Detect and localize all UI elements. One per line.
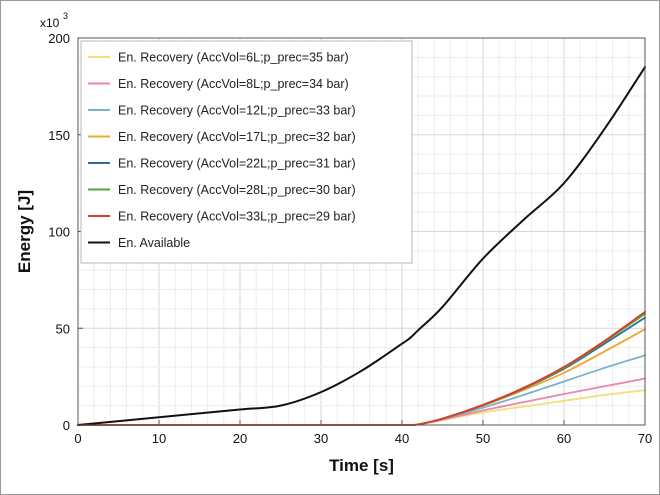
legend-entry: En. Recovery (AccVol=22L;p_prec=31 bar) (118, 157, 356, 171)
legend-entry: En. Recovery (AccVol=28L;p_prec=30 bar) (118, 183, 356, 197)
x-tick-label: 40 (395, 431, 409, 446)
x-tick-label: 10 (152, 431, 166, 446)
legend-entry: En. Recovery (AccVol=12L;p_prec=33 bar) (118, 104, 356, 118)
x-tick-label: 20 (233, 431, 247, 446)
x-tick-label: 30 (314, 431, 328, 446)
y-tick-label: 150 (48, 128, 70, 143)
y-tick-label: 100 (48, 225, 70, 240)
axis-ticks: 0 10 20 30 40 50 60 70 0 50 100 150 200 (48, 31, 652, 446)
y-multiplier: x10 (40, 16, 60, 30)
series-line-4 (77, 328, 646, 426)
series-line-7 (77, 310, 646, 426)
x-tick-label: 50 (476, 431, 490, 446)
x-tick-label: 70 (638, 431, 652, 446)
legend-entry: En. Recovery (AccVol=17L;p_prec=32 bar) (118, 130, 356, 144)
y-tick-label: 50 (56, 321, 70, 336)
y-tick-label: 200 (48, 31, 70, 46)
legend-entry: En. Recovery (AccVol=33L;p_prec=29 bar) (118, 210, 356, 224)
legend-box (80, 40, 413, 264)
legend-entry: En. Available (118, 236, 190, 250)
x-axis-label: Time [s] (329, 456, 394, 475)
y-axis-label: Energy [J] (15, 190, 34, 273)
y-multiplier-exponent: 3 (63, 11, 68, 21)
legend-entry: En. Recovery (AccVol=6L;p_prec=35 bar) (118, 51, 349, 65)
y-tick-label: 0 (63, 418, 70, 433)
plot-border (77, 37, 646, 426)
x-tick-label: 60 (557, 431, 571, 446)
series-line-8 (77, 66, 646, 426)
series-line-3 (77, 354, 646, 426)
legend: En. Recovery (AccVol=6L;p_prec=35 bar) En… (80, 40, 413, 264)
legend-entry: En. Recovery (AccVol=8L;p_prec=34 bar) (118, 77, 349, 91)
x-tick-label: 0 (74, 431, 81, 446)
